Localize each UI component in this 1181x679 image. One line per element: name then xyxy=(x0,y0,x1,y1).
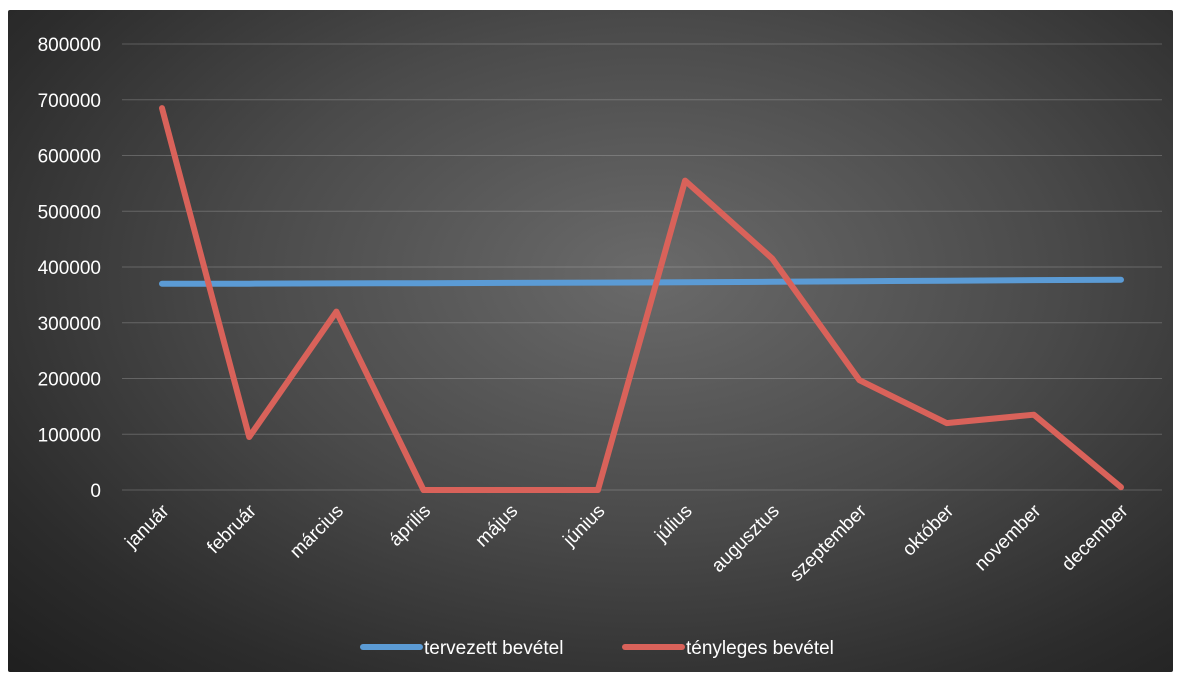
legend-label-tervezett: tervezett bevétel xyxy=(424,638,563,659)
y-tick-label: 700000 xyxy=(38,91,101,112)
y-tick-label: 600000 xyxy=(38,147,101,168)
x-tick-label: július xyxy=(650,501,696,547)
y-axis: 0 100000 200000 300000 400000 500000 600000 700… xyxy=(38,35,101,502)
x-tick-label: március xyxy=(286,501,348,563)
x-tick-label: február xyxy=(203,500,261,558)
series-line-tervezett xyxy=(159,276,1124,287)
y-tick-label: 100000 xyxy=(38,425,101,446)
x-tick-label: október xyxy=(899,500,959,560)
series-layer xyxy=(159,105,1124,493)
gridlines xyxy=(122,43,1162,491)
y-tick-label: 300000 xyxy=(38,314,101,335)
x-tick-label: január xyxy=(121,500,174,553)
x-tick-label: augusztus xyxy=(708,501,784,577)
y-tick-label: 200000 xyxy=(38,370,101,391)
y-tick-label: 0 xyxy=(90,481,101,502)
x-tick-label: szeptember xyxy=(786,500,872,586)
x-tick-label: május xyxy=(472,501,523,552)
x-tick-label: november xyxy=(971,500,1046,575)
y-tick-label: 500000 xyxy=(38,202,101,223)
legend-label-tenyleges: tényleges bevétel xyxy=(686,638,834,659)
x-tick-label: december xyxy=(1058,500,1133,575)
series-line-tenyleges xyxy=(159,105,1124,493)
y-tick-label: 800000 xyxy=(38,35,101,56)
x-axis: január február március április május június jú… xyxy=(121,500,1133,586)
x-tick-label: június xyxy=(559,501,610,552)
chart-area xyxy=(8,10,1173,672)
x-tick-label: április xyxy=(385,501,435,551)
y-tick-label: 400000 xyxy=(38,258,101,279)
legend: tervezett bevétel tényleges bevétel xyxy=(360,638,834,659)
